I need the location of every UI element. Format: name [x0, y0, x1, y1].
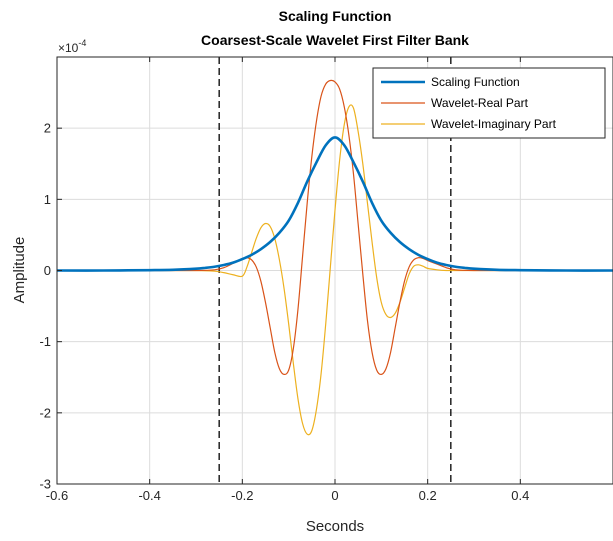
- y-tick-label: 0: [44, 263, 51, 278]
- x-tick-label: 0: [331, 488, 338, 503]
- x-tick-label: -0.6: [46, 488, 68, 503]
- x-axis-label: Seconds: [306, 518, 364, 535]
- series-line-wavelet-real-part: [56, 79, 613, 376]
- x-tick-label: 0.4: [511, 488, 529, 503]
- y-exponent-power: -4: [78, 38, 86, 48]
- axis-ticks: -0.6 -0.4 -0.2 0 0.2 0.4 -3 -2 -1 0 1 2: [39, 57, 529, 503]
- y-tick-label: -3: [39, 477, 51, 492]
- legend-label-scaling-function: Scaling Function: [431, 75, 520, 89]
- chart-title: Scaling Function: [279, 8, 392, 24]
- x-tick-label: -0.4: [138, 488, 160, 503]
- x-tick-label: 0.2: [419, 488, 437, 503]
- y-tick-label: -1: [39, 334, 51, 349]
- y-tick-label: -2: [39, 405, 51, 420]
- y-tick-label: 2: [44, 121, 51, 136]
- legend-label-wavelet-real-part: Wavelet-Real Part: [431, 96, 529, 110]
- x-tick-label: -0.2: [231, 488, 253, 503]
- y-exponent-base: ×10: [58, 41, 79, 55]
- series-line-wavelet-imaginary-part: [56, 104, 613, 436]
- chart-subtitle: Coarsest-Scale Wavelet First Filter Bank: [201, 32, 469, 48]
- legend-label-wavelet-imaginary-part: Wavelet-Imaginary Part: [431, 117, 557, 131]
- series-line-scaling-function: [56, 136, 613, 272]
- series-lines: [56, 79, 613, 436]
- y-axis-label: Amplitude: [11, 237, 28, 304]
- legend: Scaling Function Wavelet-Real Part Wavelet…: [372, 67, 606, 139]
- y-tick-label: 1: [44, 192, 51, 207]
- y-exponent-label: ×10-4: [58, 38, 86, 55]
